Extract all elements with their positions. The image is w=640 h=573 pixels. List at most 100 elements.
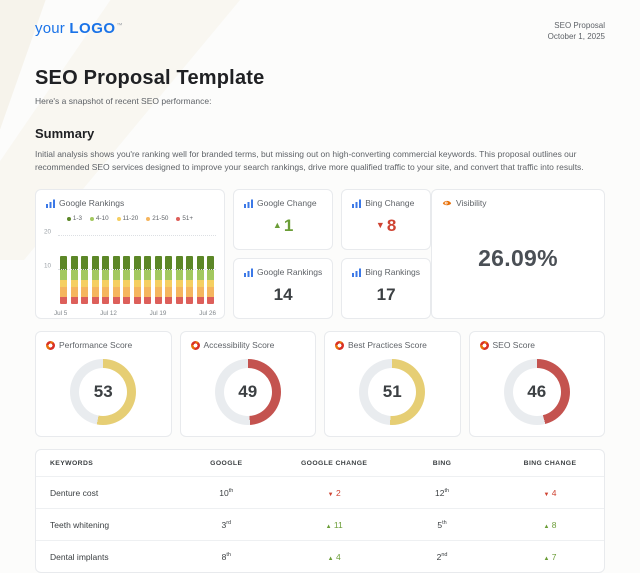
- page-title: SEO Proposal Template: [35, 67, 265, 89]
- bar-segment-51+: [154, 297, 162, 304]
- header: your LOGO™ SEO Proposal October 1, 2025: [35, 20, 605, 42]
- change-arrow-icon: ▼: [375, 220, 385, 230]
- rank-cell: 2nd: [388, 540, 497, 572]
- bar-segment-1-3: [175, 256, 183, 271]
- bar-segment-1-3: [207, 256, 214, 271]
- bar-segment-21-50: [91, 287, 99, 298]
- change-arrow-icon: ▲: [272, 220, 282, 230]
- legend-label: 1-3: [72, 215, 83, 222]
- bing-rankings-title: Bing Rankings: [365, 267, 421, 277]
- bar-segment-21-50: [144, 287, 151, 298]
- bar-segment-21-50: [154, 287, 162, 298]
- bar-segment-1-3: [196, 256, 204, 271]
- google-rankings-chart-card: Google Rankings 1-3 4-10 11-20 21-50 51+ Jul…: [35, 189, 225, 319]
- change-cell: ▲ 11: [280, 508, 389, 541]
- table-row: Teeth whitening 3rd ▲ 11 5th ▲ 8: [36, 508, 604, 541]
- rank-cell: 3rd: [172, 508, 281, 541]
- score-donut-gauge: 51: [359, 359, 426, 425]
- document-type: SEO Proposal: [554, 21, 605, 30]
- stacked-bar: [207, 256, 214, 304]
- bar-segment-21-50: [102, 287, 109, 298]
- bar-segment-21-50: [81, 287, 88, 298]
- bar-segment-4-10: [207, 270, 214, 281]
- google-rankings-value: 14: [273, 284, 293, 304]
- visibility-eye-icon: [442, 200, 452, 206]
- y-axis-tick-label: 20: [44, 228, 52, 236]
- up-arrow-icon: ▲: [543, 523, 550, 530]
- stacked-bar: [144, 256, 151, 304]
- bar-chart-icon: [244, 199, 253, 208]
- bar-segment-11-20: [123, 280, 130, 288]
- bar-segment-11-20: [207, 280, 214, 288]
- chart-bars: [60, 256, 214, 304]
- gauge-card-header: SEO Score: [470, 332, 605, 350]
- table-column-header: Keywords: [50, 460, 94, 467]
- bar-chart-icon: [244, 268, 253, 277]
- change-number: 8: [386, 215, 397, 235]
- google-change-title: Google Change: [257, 198, 317, 208]
- summary-heading: Summary: [35, 126, 95, 141]
- bar-segment-51+: [133, 297, 141, 304]
- metrics-row: Google Rankings 1-3 4-10 11-20 21-50 51+ Jul…: [35, 189, 605, 319]
- change-value: ▼ 4: [543, 487, 557, 498]
- gauge-score-value: 53: [93, 382, 113, 401]
- keywords-table: Keywords Google Google Change Bing Bing Chan…: [36, 450, 604, 572]
- gauge-score-value: 49: [238, 382, 258, 401]
- gauge-card-header: Accessibility Score: [181, 332, 316, 350]
- company-logo: your LOGO™: [35, 20, 123, 37]
- bar-segment-11-20: [70, 280, 78, 288]
- change-value: ▼ 2: [327, 487, 341, 498]
- bar-segment-51+: [123, 297, 130, 304]
- legend-color-dot: [66, 216, 71, 221]
- bar-segment-1-3: [102, 256, 109, 271]
- up-arrow-icon: ▲: [543, 555, 550, 562]
- bar-segment-4-10: [70, 270, 78, 281]
- change-value: ▲ 8: [543, 519, 557, 530]
- logo-prefix: your: [35, 20, 65, 37]
- bar-segment-21-50: [196, 287, 204, 298]
- stacked-bar: [196, 256, 204, 304]
- google-rankings-header: Google Rankings: [234, 259, 332, 277]
- bar-segment-51+: [91, 297, 99, 304]
- chart-x-axis-labels: Jul 5 Jul 12 Jul 19 Jul 26: [54, 310, 216, 317]
- chart-legend: 1-3 4-10 11-20 21-50 51+: [36, 215, 224, 222]
- bar-segment-21-50: [133, 287, 141, 298]
- up-arrow-icon: ▲: [325, 523, 332, 530]
- google-change-card: Google Change ▲ 1: [233, 189, 334, 250]
- bar-chart-icon: [46, 199, 55, 208]
- visibility-value: 26.09%: [478, 244, 558, 271]
- table-column-header: Google Change: [300, 460, 368, 467]
- stacked-bar: [91, 256, 99, 304]
- legend-item: 21-50: [146, 215, 168, 222]
- google-change-header: Google Change: [234, 190, 332, 208]
- legend-color-dot: [116, 216, 121, 221]
- bar-segment-11-20: [175, 280, 183, 288]
- bar-segment-11-20: [81, 280, 88, 288]
- lighthouse-icon: [46, 340, 55, 350]
- gauge-card-header: Performance Score: [36, 332, 171, 350]
- ordinal-suffix: th: [228, 487, 234, 494]
- bar-segment-11-20: [133, 280, 141, 288]
- keyword-cell: Denture cost: [36, 476, 173, 509]
- bar-segment-21-50: [123, 287, 130, 298]
- stat-cards-grid: Google Change ▲ 1 Bing Change ▼ 8: [233, 189, 432, 319]
- stacked-bar: [60, 256, 67, 304]
- change-cell: ▲ 4: [280, 540, 389, 572]
- down-arrow-icon: ▼: [543, 491, 550, 498]
- bar-segment-4-10: [154, 270, 162, 281]
- bar-segment-51+: [81, 297, 88, 304]
- change-cell: ▲ 7: [496, 540, 604, 572]
- bar-segment-4-10: [123, 270, 130, 281]
- gauge-score-value: 51: [382, 382, 402, 401]
- change-cell: ▲ 8: [496, 508, 604, 541]
- bar-segment-1-3: [186, 256, 193, 271]
- score-gauges-row: Performance Score 53 Accessibility Score 49…: [35, 331, 605, 437]
- summary-text: Initial analysis shows you're ranking we…: [35, 149, 584, 172]
- bar-segment-4-10: [165, 270, 172, 281]
- bar-segment-21-50: [70, 287, 78, 298]
- legend-item: 4-10: [90, 215, 109, 222]
- x-axis-tick-label: Jul 19: [149, 310, 167, 317]
- gauge-title: Best Practices Score: [348, 340, 427, 350]
- bar-segment-21-50: [207, 287, 214, 298]
- legend-color-dot: [90, 216, 95, 221]
